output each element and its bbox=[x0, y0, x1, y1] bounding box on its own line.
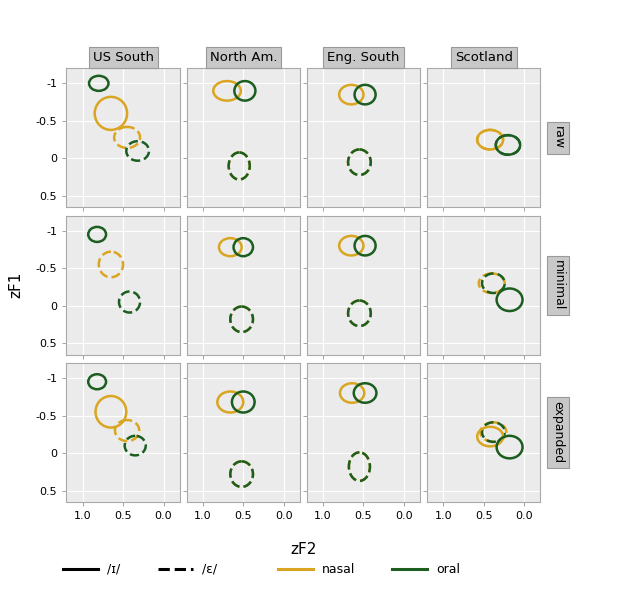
Title: Scotland: Scotland bbox=[454, 51, 513, 64]
Title: US South: US South bbox=[92, 51, 154, 64]
Text: zF1: zF1 bbox=[8, 272, 23, 298]
Text: raw: raw bbox=[552, 127, 565, 149]
Text: zF2: zF2 bbox=[290, 542, 317, 557]
Text: /ε/: /ε/ bbox=[202, 563, 217, 576]
Text: nasal: nasal bbox=[322, 563, 356, 576]
Text: minimal: minimal bbox=[552, 260, 565, 310]
Title: North Am.: North Am. bbox=[210, 51, 277, 64]
Text: /ɪ/: /ɪ/ bbox=[107, 563, 121, 576]
Title: Eng. South: Eng. South bbox=[327, 51, 399, 64]
Text: expanded: expanded bbox=[552, 402, 565, 463]
Text: oral: oral bbox=[436, 563, 460, 576]
